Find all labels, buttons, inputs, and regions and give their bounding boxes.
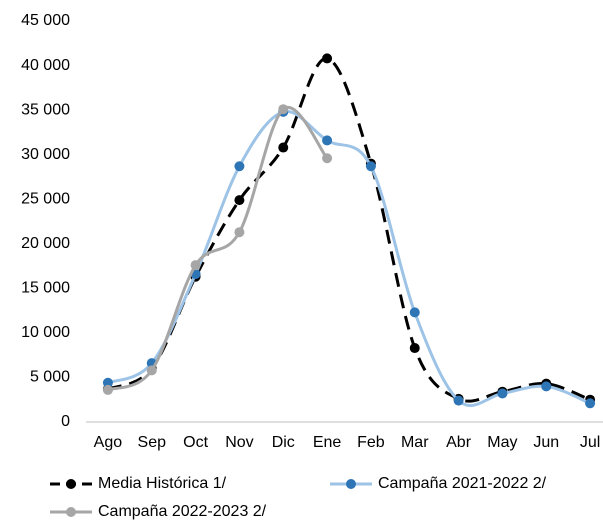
y-tick-label: 40 000 (21, 57, 70, 74)
series-line (107, 110, 591, 408)
legend-label: Campaña 2022-2023 2/ (98, 503, 267, 520)
legend-label: Campaña 2021-2022 2/ (378, 475, 547, 492)
y-tick-label: 5 000 (30, 369, 70, 386)
x-tick-label: Ene (313, 434, 342, 451)
y-tick-label: 20 000 (21, 235, 70, 252)
data-point (409, 307, 420, 318)
data-point (102, 377, 113, 388)
data-point (102, 384, 113, 395)
data-point (322, 135, 333, 146)
x-tick-label: Nov (225, 434, 253, 451)
x-tick-label: Mar (401, 434, 429, 451)
data-point (234, 227, 245, 238)
data-point (322, 53, 333, 64)
x-tick-label: Abr (446, 434, 472, 451)
data-point (190, 260, 201, 271)
data-point (322, 153, 333, 164)
data-point (278, 104, 289, 115)
data-point (278, 142, 289, 153)
y-tick-label: 15 000 (21, 280, 70, 297)
data-point (234, 161, 245, 172)
x-tick-label: Dic (272, 434, 295, 451)
x-tick-label: Ago (94, 434, 123, 451)
y-tick-label: 10 000 (21, 324, 70, 341)
y-tick-label: 35 000 (21, 101, 70, 118)
data-point (453, 395, 464, 406)
legend-marker (346, 479, 356, 489)
data-point (497, 388, 508, 399)
x-tick-label: Feb (357, 434, 385, 451)
legend-marker (66, 507, 76, 517)
y-tick-label: 25 000 (21, 190, 70, 207)
data-point (234, 195, 245, 206)
data-point (541, 381, 552, 392)
series-line (107, 105, 329, 392)
y-tick-label: 0 (61, 413, 70, 430)
x-tick-label: May (487, 434, 517, 451)
x-tick-label: Oct (183, 434, 208, 451)
data-point (365, 161, 376, 172)
x-tick-label: Jul (580, 434, 600, 451)
data-point (585, 398, 596, 409)
x-tick-label: Sep (138, 434, 167, 451)
legend-marker (66, 479, 76, 489)
legend-label: Media Histórica 1/ (98, 475, 227, 492)
y-tick-label: 30 000 (21, 146, 70, 163)
y-tick-label: 45 000 (21, 12, 70, 29)
series-line (107, 56, 591, 403)
x-tick-label: Jun (533, 434, 559, 451)
data-point (146, 365, 157, 376)
data-point (409, 343, 420, 354)
